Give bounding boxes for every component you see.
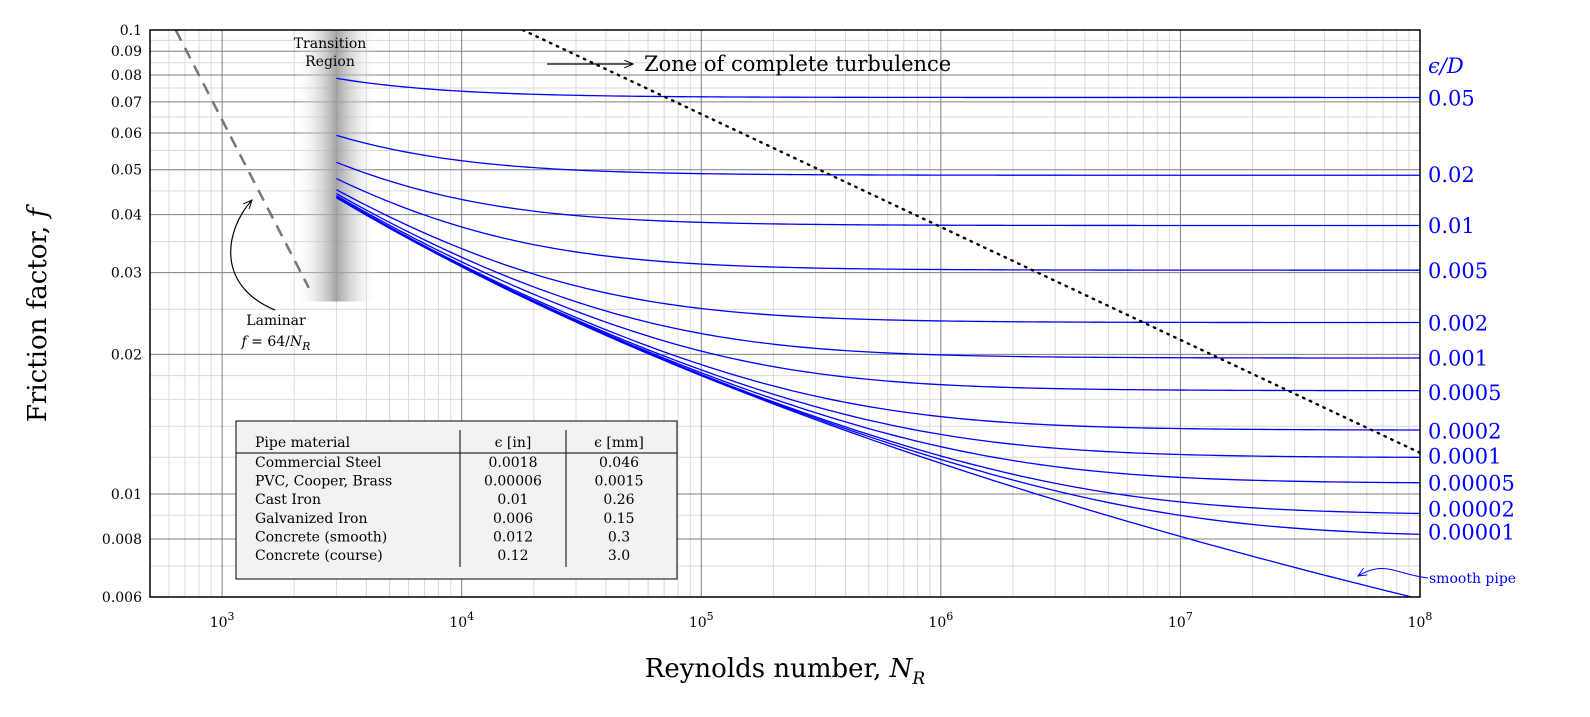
table-cell-mm: 0.046 <box>599 455 639 471</box>
y-tick-label: 0.01 <box>111 487 142 503</box>
laminar-line <box>174 29 310 289</box>
y-tick-label: 0.04 <box>111 208 142 224</box>
roughness-curve <box>336 77 1420 99</box>
table-cell-in: 0.006 <box>493 511 533 527</box>
transition-label-line2: Region <box>305 54 355 70</box>
y-tick-label: 0.1 <box>120 23 142 39</box>
table-cell-in: 0.0018 <box>489 455 538 471</box>
roughness-label: 0.005 <box>1428 259 1488 283</box>
table-cell-in: 0.01 <box>497 492 528 508</box>
y-tick-label: 0.09 <box>111 44 142 60</box>
plot-frame <box>149 29 1421 598</box>
roughness-label: 0.0002 <box>1428 420 1501 444</box>
x-tick-label: 108 <box>1408 610 1433 631</box>
table-cell-in: 0.00006 <box>484 474 542 490</box>
roughness-curve <box>336 134 1420 176</box>
roughness-label: 0.01 <box>1428 214 1475 238</box>
table-background <box>235 420 678 580</box>
y-tick-label: 0.05 <box>111 163 142 179</box>
roughness-label: 0.00005 <box>1428 471 1515 495</box>
roughness-curves <box>336 77 1420 597</box>
y-tick-label: 0.08 <box>111 68 142 84</box>
smooth-pipe-pointer <box>1358 569 1429 579</box>
y-axis-title: Friction factor, f <box>23 203 53 422</box>
x-tick-label: 103 <box>210 610 235 631</box>
roughness-curve <box>336 178 1420 271</box>
roughness-curve <box>336 195 1420 392</box>
table-cell-mm: 0.26 <box>603 492 634 508</box>
table-cell-in: 0.12 <box>497 548 528 564</box>
table-cell-material: Commercial Steel <box>255 455 382 471</box>
table-header-material: Pipe material <box>255 435 351 451</box>
laminar-flow-line <box>174 29 310 289</box>
transition-label-line1: Transition <box>294 36 367 52</box>
roughness-label: 0.002 <box>1428 312 1488 336</box>
smooth-pipe-label: smooth pipe <box>1429 571 1516 587</box>
x-tick-label: 107 <box>1168 610 1193 631</box>
complete-turbulence-line <box>521 30 1420 454</box>
table-cell-material: PVC, Cooper, Brass <box>255 474 392 490</box>
roughness-label: 0.02 <box>1428 163 1475 187</box>
y-tick-label: 0.06 <box>111 126 142 142</box>
y-tick-label: 0.02 <box>111 347 142 363</box>
table-cell-mm: 0.3 <box>608 529 630 545</box>
table-cell-mm: 0.15 <box>603 511 634 527</box>
relative-roughness-header: ϵ/D <box>1428 54 1464 78</box>
roughness-curve <box>336 196 1420 431</box>
y-tick-label: 0.07 <box>111 95 142 111</box>
laminar-annotation-arrow <box>230 200 276 311</box>
pipe-material-table: Pipe material ϵ [in] ϵ [mm] Commercial S… <box>235 420 678 580</box>
y-tick-label: 0.008 <box>102 532 142 548</box>
laminar-label: Laminar <box>246 313 306 329</box>
table-cell-mm: 0.0015 <box>595 474 644 490</box>
roughness-label: 0.001 <box>1428 346 1488 370</box>
table-cell-material: Concrete (course) <box>255 548 383 564</box>
x-tick-labels: 103 104 105 106 107 108 <box>210 610 1433 631</box>
table-cell-mm: 3.0 <box>608 548 630 564</box>
y-tick-label: 0.03 <box>111 266 142 282</box>
y-tick-labels: 0.1 0.09 0.08 0.07 0.06 0.05 0.04 0.03 0.02 0.01 0… <box>102 23 142 606</box>
table-cell-material: Cast Iron <box>255 492 321 508</box>
roughness-curve <box>336 197 1415 597</box>
roughness-label: 0.0005 <box>1428 381 1501 405</box>
x-axis-title: Reynolds number, NR <box>645 654 926 689</box>
turbulence-label: Zone of complete turbulence <box>644 52 951 76</box>
table-cell-in: 0.012 <box>493 529 533 545</box>
table-cell-material: Concrete (smooth) <box>255 529 387 545</box>
x-tick-label: 105 <box>689 610 714 631</box>
roughness-curve <box>336 161 1420 227</box>
table-header-in: ϵ [in] <box>495 435 532 451</box>
roughness-labels: 0.050.020.010.0050.0020.0010.00050.00020… <box>1428 87 1515 545</box>
roughness-label: 0.05 <box>1428 87 1475 111</box>
x-tick-label: 106 <box>928 610 953 631</box>
roughness-curve <box>336 196 1420 458</box>
x-tick-label: 104 <box>449 610 474 631</box>
transition-region-band <box>294 30 379 302</box>
y-tick-label: 0.006 <box>102 590 142 606</box>
table-rows: Commercial Steel 0.0018 0.046 PVC, Cooper, … <box>255 455 644 564</box>
laminar-formula: f = 64/NR <box>241 334 311 353</box>
roughness-curve <box>336 189 1420 324</box>
roughness-label: 0.00001 <box>1428 521 1515 545</box>
table-header-mm: ϵ [mm] <box>594 435 644 451</box>
table-cell-material: Galvanized Iron <box>255 511 368 527</box>
roughness-label: 0.0001 <box>1428 445 1501 469</box>
roughness-label: 0.00002 <box>1428 498 1515 522</box>
roughness-curve <box>336 193 1420 359</box>
